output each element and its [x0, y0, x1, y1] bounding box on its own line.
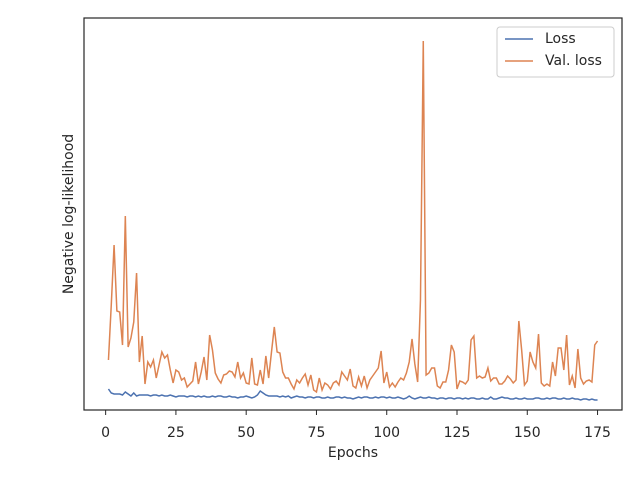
x-tick-label: 25 — [167, 425, 185, 441]
x-tick-label: 0 — [101, 425, 110, 441]
x-tick-label: 100 — [373, 425, 400, 441]
plot-frame — [83, 17, 623, 411]
x-tick-label: 150 — [514, 425, 541, 441]
x-tick-label: 50 — [237, 425, 255, 441]
x-tick-label: 125 — [444, 425, 471, 441]
legend-label: Loss — [545, 31, 576, 47]
x-tick-label: 75 — [308, 425, 326, 441]
line-series — [107, 40, 599, 394]
y-axis-label: Negative log-likelihood — [61, 134, 77, 294]
x-tick-label: 175 — [584, 425, 611, 441]
line-series — [107, 388, 598, 401]
x-axis-label: Epochs — [328, 445, 378, 461]
legend-label: Val. loss — [545, 53, 602, 69]
